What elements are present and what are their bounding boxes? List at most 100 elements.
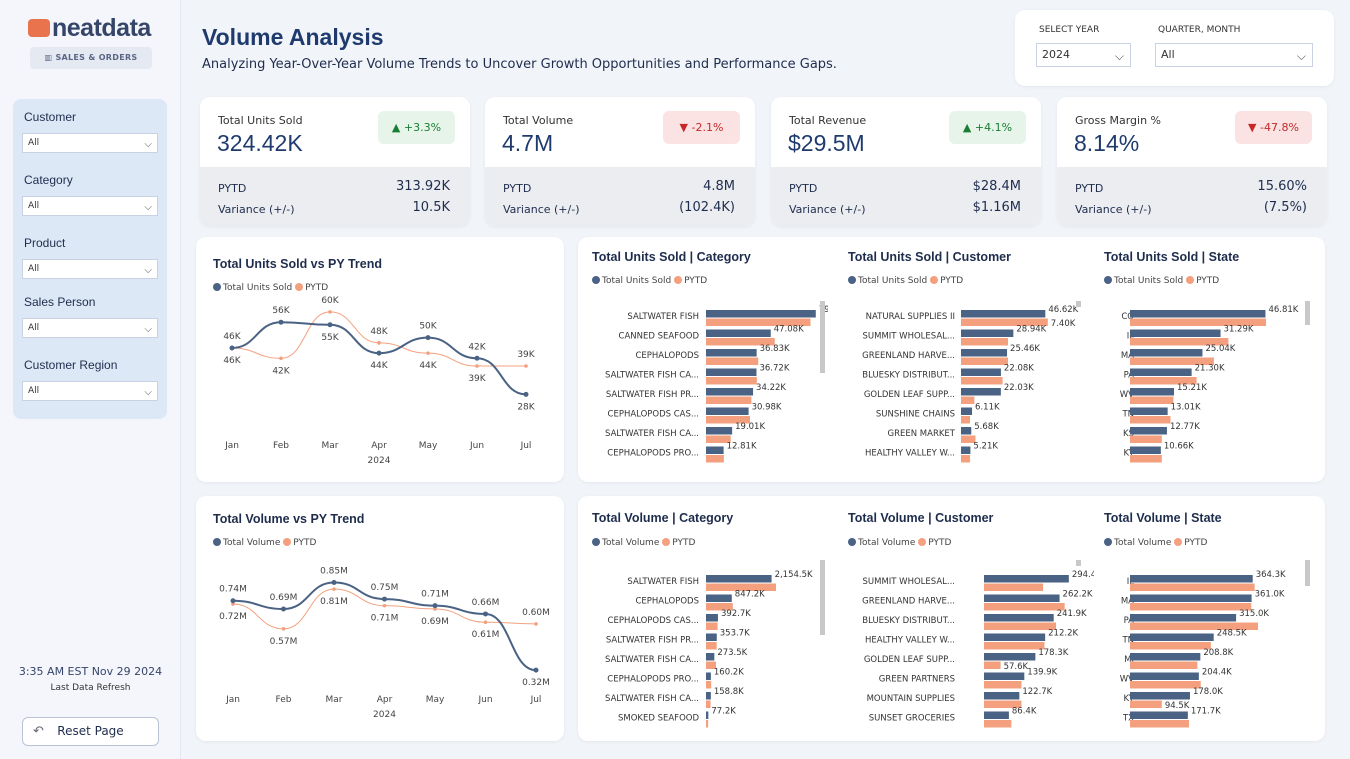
filter-label-product: Product [24, 236, 66, 250]
category-label: HEALTHY VALLEY W... [865, 636, 955, 646]
x-tick-label: Jun [477, 695, 492, 705]
data-point-pytd [426, 351, 430, 355]
data-label-pytd: 42K [272, 366, 290, 376]
data-label-pytd: 46K [223, 356, 241, 366]
filter-select-customer-region[interactable]: All ⌵ [22, 381, 158, 401]
bar-pytd [1130, 700, 1162, 708]
chart-title: Total Volume | State [1104, 511, 1222, 525]
category-label: SALTWATER FISH [627, 312, 699, 322]
kpi-footer: PYTD 313.92K Variance (+/-) 10.5K [200, 167, 470, 226]
volume-customer-chart: SUMMIT WHOLESAL... 294.4K GREENLAND HARVE.… [862, 570, 1094, 728]
legend-label: Total Volume [602, 538, 660, 548]
scrollbar[interactable] [1305, 301, 1310, 325]
category-label: WV [1120, 390, 1134, 400]
page-subtitle: Analyzing Year-Over-Year Volume Trends t… [202, 57, 837, 72]
category-label: TX [1122, 714, 1134, 724]
data-point-pytd [433, 607, 437, 611]
bar-value-label: 248.5K [1217, 629, 1247, 639]
category-label: CEPHALOPODS CAS... [608, 410, 699, 420]
data-point-current [432, 603, 438, 609]
bar-value-label: 5.21K [973, 442, 998, 452]
legend-label: PYTD [1184, 538, 1208, 548]
units-state-chart: CO46.81KIL31.29KMA25.04KPA21.30KWV15.21K… [1120, 305, 1299, 463]
kpi-value: 4.7M [502, 130, 554, 156]
bar-current [1130, 407, 1168, 415]
period-selector: SELECT YEAR 2024 ⌵ QUARTER, MONTH All ⌵ [1015, 10, 1334, 86]
category-label: CEPHALOPODS [635, 351, 699, 361]
scrollbar[interactable] [1076, 301, 1081, 307]
filter-select-sales-person[interactable]: All ⌵ [22, 318, 158, 338]
scrollbar[interactable] [820, 560, 825, 635]
bar-value-label: 31.29K [1224, 325, 1254, 335]
bar-current [706, 614, 718, 622]
x-tick-label: Apr [371, 441, 387, 451]
category-label: PA [1124, 616, 1135, 626]
category-label: GREEN MARKET [888, 429, 956, 439]
bar-current [961, 388, 1001, 396]
bar-current [961, 427, 972, 435]
brand-tag: ▥ SALES & ORDERS [30, 47, 152, 69]
data-point-current [376, 350, 382, 356]
reset-page-button[interactable]: ↶ Reset Page [22, 717, 159, 746]
bar-pytd [706, 583, 776, 591]
data-label-current: 56K [272, 306, 290, 316]
chart-title: Total Units Sold | Customer [848, 250, 1011, 264]
kpi-value: 8.14% [1074, 130, 1140, 156]
legend-label: PYTD [305, 283, 329, 293]
scrollbar[interactable] [820, 301, 825, 373]
legend-label: Total Units Sold [602, 276, 672, 286]
bar-pytd [706, 318, 811, 326]
data-label-pytd: 0.71M [371, 614, 399, 624]
scrollbar[interactable] [1305, 560, 1310, 586]
bar-pytd [961, 416, 971, 424]
kpi-label: Total Units Sold [218, 114, 303, 127]
bar-value-label: 273.5K [717, 648, 747, 658]
data-label-current: 0.32M [522, 678, 550, 688]
bar-value-label: 847.2K [735, 590, 765, 600]
legend-swatch [1104, 538, 1112, 546]
bar-value-label: 10.66K [1164, 442, 1194, 452]
data-label-current: 0.71M [421, 590, 449, 600]
bar-value-label: 13.01K [1171, 403, 1201, 413]
year-select[interactable]: 2024 ⌵ [1036, 43, 1131, 67]
data-point-current [483, 611, 488, 617]
category-label: SUNSHINE CHAINS [876, 410, 955, 420]
category-label: GREENLAND HARVE... [862, 597, 955, 607]
volume-trend-chart: 0.74M 0.72M 0.69M 0.57M 0.85M 0.81M 0.75M 0.71M… [219, 567, 550, 720]
brand-tag-text: SALES & ORDERS [55, 53, 138, 62]
quarter-month-select[interactable]: All ⌵ [1155, 43, 1313, 67]
bar-current [706, 653, 715, 661]
logo-text: neatdata [52, 14, 151, 42]
kpi-card-gross-margin: Gross Margin % 8.14% ▼ -47.8% PYTD 15.60… [1057, 97, 1327, 226]
filter-select-customer[interactable]: All ⌵ [22, 133, 158, 153]
bar-current [706, 368, 757, 376]
quarter-month-label: QUARTER, MONTH [1158, 25, 1241, 35]
bar-value-label: 22.08K [1004, 364, 1034, 374]
data-point-pytd [483, 620, 488, 625]
bar-value-label-pytd: 57.6K [1004, 662, 1029, 672]
bar-value-label: 178.0K [1193, 687, 1223, 697]
units-customer-chart: NATURAL SUPPLIES II 46.62K SUMMIT WHOLESAL… [862, 305, 1079, 463]
bar-current [984, 711, 1009, 719]
bar-value-label: 30.98K [752, 403, 782, 413]
filter-select-category[interactable]: All ⌵ [22, 196, 158, 216]
bar-current [1130, 310, 1266, 318]
data-label-current: 0.75M [371, 583, 399, 593]
bar-pytd [1130, 661, 1198, 669]
bar-pytd [984, 622, 1057, 630]
bar-value-label: 25.04K [1205, 344, 1235, 354]
bar-current [1130, 446, 1161, 454]
kpi-variance-label: Variance (+/-) [218, 203, 295, 216]
legend-label: Total Units Sold [1114, 276, 1184, 286]
data-point-pytd [382, 603, 387, 608]
data-label-pytd: 0.61M [472, 630, 500, 640]
data-label-current: 0.69M [270, 593, 298, 603]
legend-swatch [662, 538, 671, 546]
filter-select-product[interactable]: All ⌵ [22, 259, 158, 279]
scrollbar[interactable] [1076, 560, 1081, 566]
bar-value-label: 36.72K [759, 364, 789, 374]
data-label-current: 55K [321, 333, 339, 343]
chart-title: Total Volume | Category [592, 511, 734, 525]
bar-value-label: 28.94K [1016, 325, 1046, 335]
bar-pytd [1130, 377, 1197, 385]
